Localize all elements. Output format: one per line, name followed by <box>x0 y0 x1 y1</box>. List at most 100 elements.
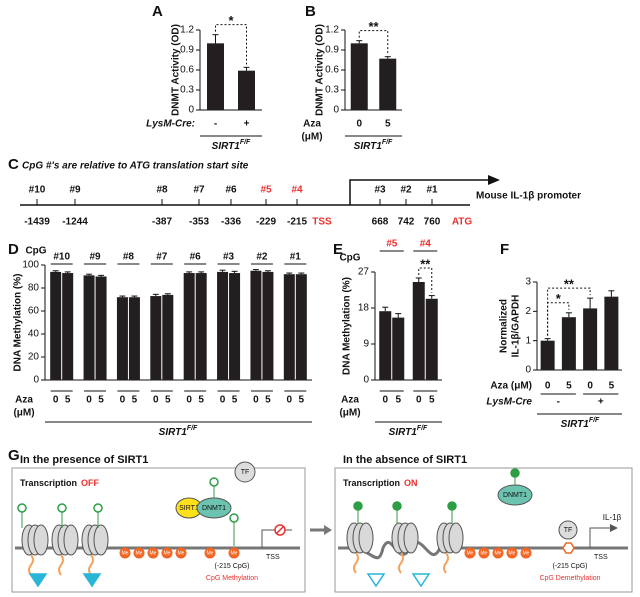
tss-arrow <box>589 527 612 548</box>
site-label: #4 <box>291 185 303 196</box>
y-tick-label: 27 <box>358 267 370 278</box>
acetyl-mark <box>353 501 363 511</box>
methyl-label: Me <box>231 550 238 556</box>
methyl-label: Me <box>178 550 185 556</box>
y-axis-label: DNA Methylation (%) <box>342 277 353 375</box>
genotype: SIRT1F/F <box>159 425 198 438</box>
x-tick-label: 5 <box>385 119 391 130</box>
site-position: -215 <box>287 217 307 228</box>
x-tick-label: 5 <box>566 381 572 392</box>
methyl-mark <box>478 547 490 559</box>
panel-letter: G <box>8 447 20 464</box>
tf <box>558 520 578 540</box>
state-label: Transcription <box>20 478 77 488</box>
acetyl-mark <box>209 477 219 487</box>
site-position: -353 <box>189 217 209 228</box>
y-tick-label: 0 <box>333 105 339 116</box>
category-label: #8 <box>123 252 135 263</box>
state: OFF <box>81 478 99 488</box>
y-tick-label: 18 <box>358 303 370 314</box>
x-row-label: (μM) <box>13 408 34 419</box>
bar <box>379 311 392 380</box>
x-tick-label: 0 <box>382 395 388 406</box>
site-position: -1439 <box>24 217 50 228</box>
x-tick-label: 0 <box>253 395 259 406</box>
x-tick-label: 5 <box>395 395 401 406</box>
x-tick-label: 0 <box>356 119 362 130</box>
significance-bracket <box>418 267 433 293</box>
x-row-label: (μM) <box>339 408 360 419</box>
tf-label: TF <box>564 527 573 534</box>
x-tick-label: 5 <box>98 395 104 406</box>
dnmt1-label: DNMT1 <box>503 492 527 499</box>
bar <box>207 43 224 111</box>
y-tick-label: 40 <box>28 329 40 340</box>
y-tick-label: 0.3 <box>325 85 339 96</box>
site-position: 760 <box>424 217 441 228</box>
panel-box <box>334 467 633 593</box>
group-label: + <box>598 397 604 408</box>
site-label: #2 <box>400 185 412 196</box>
y-tick-label: 0.3 <box>180 85 194 96</box>
y-tick-label: 0 <box>525 365 531 376</box>
methyl-mark <box>147 547 159 559</box>
site-label: #3 <box>374 185 386 196</box>
transition-head <box>324 525 332 535</box>
y-tick-label: 2 <box>525 306 531 317</box>
y-tick-label: 0.6 <box>325 65 339 76</box>
blocked-bar <box>276 526 284 534</box>
nucleosome <box>403 522 419 554</box>
significance-bracket <box>547 287 591 336</box>
y-tick-label: 100 <box>22 260 39 271</box>
site-label: #10 <box>29 185 46 196</box>
transcription-state: Transcription OFF <box>20 478 100 488</box>
site-label: #1 <box>426 185 438 196</box>
tss-arrowhead <box>610 524 618 532</box>
x-tick-label: 0 <box>220 395 226 406</box>
nucleosome <box>93 524 109 556</box>
x-tick-label: 5 <box>609 381 615 392</box>
genotype: SIRT1F/F <box>561 417 600 430</box>
genotype: SIRT1F/F <box>389 425 428 438</box>
panel-letter: D <box>8 241 19 258</box>
bar <box>217 271 229 380</box>
bar <box>50 271 62 380</box>
y-tick-label: 0.6 <box>180 65 194 76</box>
x-tick-label: 0 <box>53 395 59 406</box>
acetyl-mark <box>17 503 27 513</box>
significance-label: ** <box>420 256 431 271</box>
methyl-mark <box>133 547 145 559</box>
y-axis-label: DNMT Activity (OD) <box>171 24 182 116</box>
x-tick-label: 5 <box>265 395 271 406</box>
x-tick-label: 0 <box>120 395 126 406</box>
y-tick-label: 3 <box>525 277 531 288</box>
y-tick-label: 0 <box>33 375 39 386</box>
group-label: - <box>557 397 560 408</box>
significance-label: ** <box>564 277 575 292</box>
category-label: #9 <box>90 252 102 263</box>
significance-bracket <box>358 30 389 54</box>
group-title: CpG <box>339 253 360 264</box>
panel-title: In the absence of SIRT1 <box>343 454 467 466</box>
genotype-gene: SIRT1 <box>389 427 418 438</box>
x-tick-label: 0 <box>153 395 159 406</box>
nucleosome <box>448 522 464 554</box>
gene-label: IL-1β <box>603 513 622 522</box>
histone-tail <box>58 554 64 576</box>
caption: CpG Methylation <box>206 575 258 582</box>
category-label: #1 <box>290 252 302 263</box>
x-row-label: Aza (μM) <box>490 381 532 392</box>
bar <box>95 276 107 380</box>
methyl-mark <box>175 547 187 559</box>
x-tick-label: + <box>244 119 250 130</box>
site-label: #5 <box>260 185 272 196</box>
group-row-label: LysM-Cre <box>486 397 532 408</box>
transcription-state: Transcription ON <box>343 478 418 488</box>
bar <box>238 70 255 110</box>
genotype-allele: F/F <box>187 425 198 432</box>
acetyl-mark <box>57 503 67 513</box>
sirt1-site <box>411 573 431 588</box>
genotype-allele: F/F <box>382 139 393 146</box>
site-position: -336 <box>221 217 241 228</box>
y-tick-label: 0 <box>188 105 194 116</box>
